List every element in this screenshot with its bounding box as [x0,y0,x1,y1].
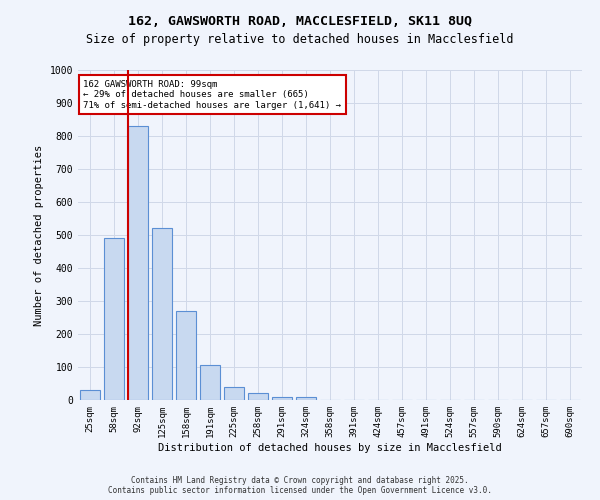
Bar [80,390,100,400]
Text: Contains HM Land Registry data © Crown copyright and database right 2025.
Contai: Contains HM Land Registry data © Crown c… [108,476,492,495]
Text: 162 GAWSWORTH ROAD: 99sqm
← 29% of detached houses are smaller (665)
71% of semi: 162 GAWSWORTH ROAD: 99sqm ← 29% of detac… [83,80,341,110]
Y-axis label: Number of detached properties: Number of detached properties [34,144,44,326]
Bar [248,394,268,400]
Bar [128,126,148,400]
Bar [272,396,292,400]
Bar [296,396,316,400]
Text: 162, GAWSWORTH ROAD, MACCLESFIELD, SK11 8UQ: 162, GAWSWORTH ROAD, MACCLESFIELD, SK11 … [128,15,472,28]
Bar [104,238,124,400]
Bar [224,388,244,400]
Text: Size of property relative to detached houses in Macclesfield: Size of property relative to detached ho… [86,32,514,46]
Bar [176,311,196,400]
X-axis label: Distribution of detached houses by size in Macclesfield: Distribution of detached houses by size … [158,442,502,452]
Bar [200,364,220,400]
Bar [152,228,172,400]
